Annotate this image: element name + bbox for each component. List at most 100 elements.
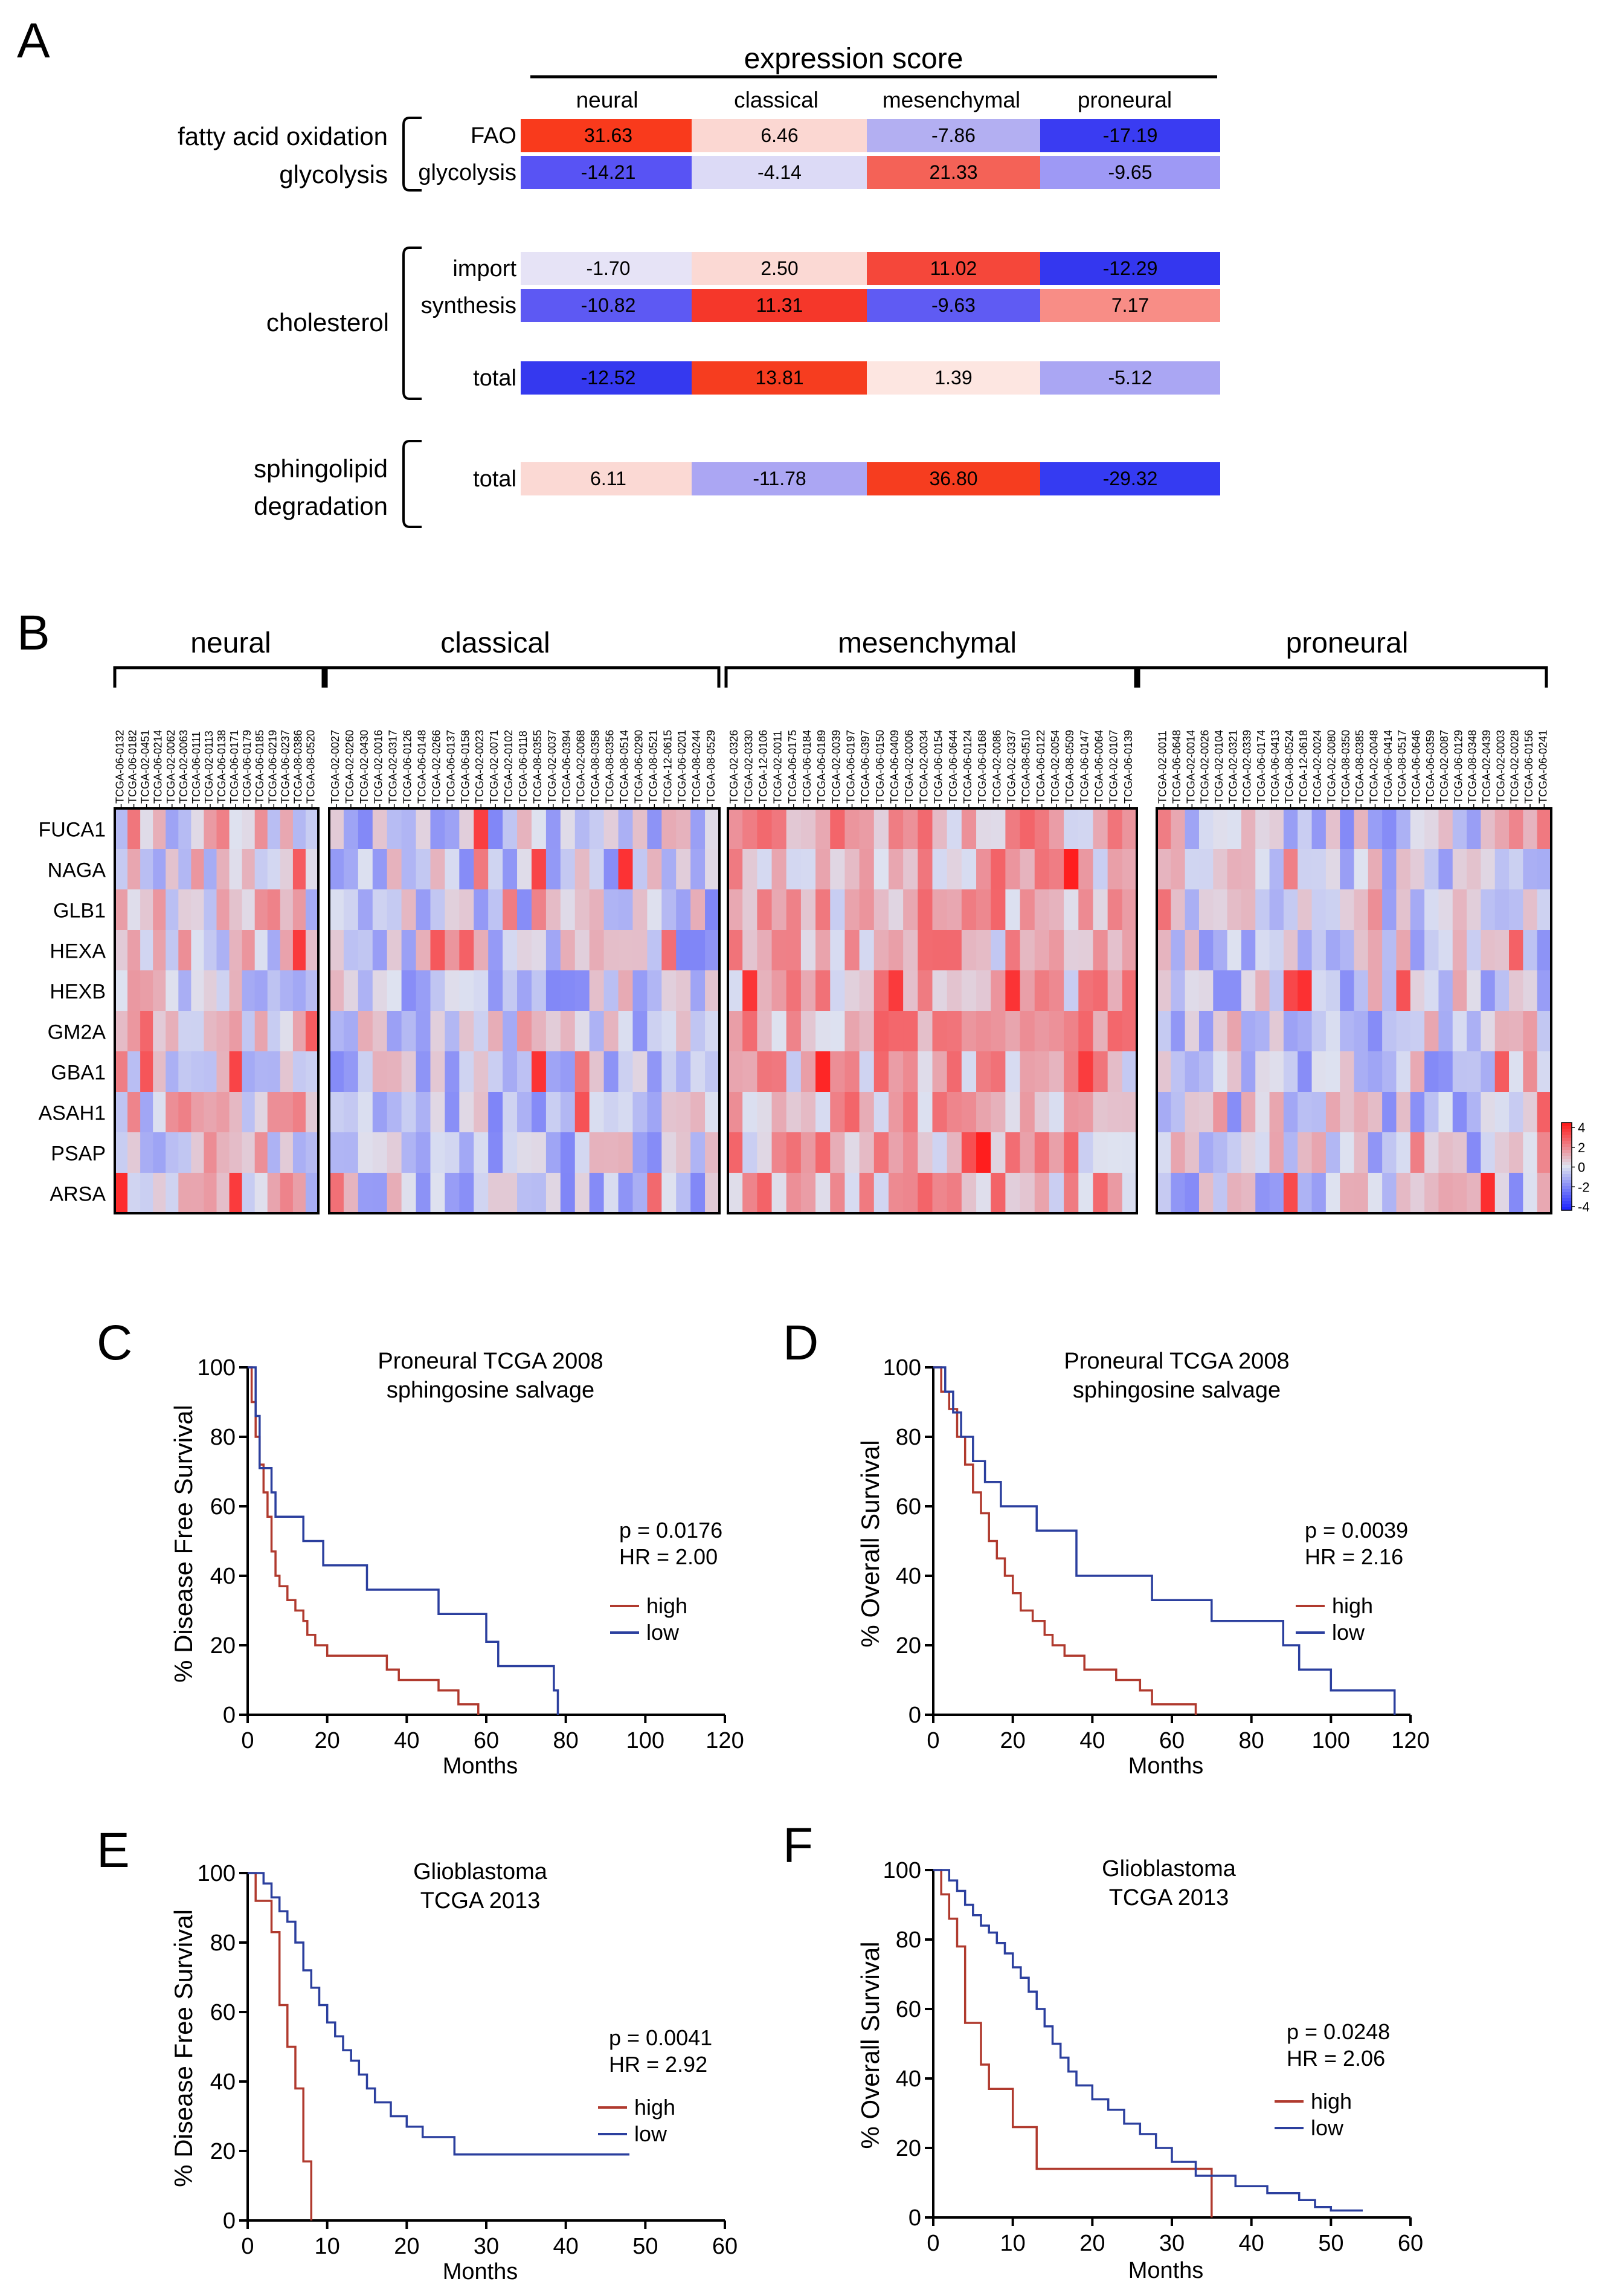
heatmap-cell [459, 1132, 474, 1173]
heatmap-cell [1107, 1011, 1123, 1052]
gene-label-GBA1: GBA1 [51, 1062, 106, 1085]
group-title-mesenchymal: mesenchymal [838, 627, 1017, 659]
colorbar-tick-label: 0 [1578, 1160, 1585, 1175]
heatmap-cell [488, 1051, 503, 1092]
heatmap-cell [474, 849, 489, 890]
sample-label: TCGA-02-0104 [1213, 730, 1225, 804]
heatmap-cell [387, 1011, 402, 1052]
heatmap-cell [1396, 930, 1411, 971]
heatmap-cell [280, 930, 294, 971]
heatmap-cell [229, 930, 243, 971]
heatmap-cell [267, 1092, 281, 1133]
heatmap-cell [178, 1132, 191, 1173]
heatmap-cell [430, 1051, 446, 1092]
x-tick-label: 30 [1159, 2231, 1185, 2256]
heatmap-cell [358, 889, 373, 930]
heatmap-cell [1227, 1132, 1242, 1173]
heatmap-cell [1452, 808, 1467, 850]
heatmap-cell [742, 1092, 757, 1133]
heatmap-cell [742, 970, 757, 1011]
heatmap-cell [488, 1132, 503, 1173]
stat-text: HR = 2.92 [609, 2052, 707, 2077]
heatmap-cell [859, 849, 875, 890]
sample-label: TCGA-02-0026 [1199, 730, 1211, 804]
heatmap-cell [474, 1092, 489, 1133]
legend-label-high: high [646, 1593, 687, 1618]
stat-text: p = 0.0039 [1305, 1518, 1408, 1543]
heatmap-cell [545, 1092, 561, 1133]
heatmap-cell [603, 1173, 619, 1214]
heatmap-cell [1185, 889, 1200, 930]
colorbar-tick-label: 2 [1578, 1140, 1585, 1155]
heatmap-cell [1354, 1011, 1369, 1052]
heatmap-cell [153, 849, 166, 890]
heatmap-cell [661, 1011, 677, 1052]
heatmap-cell [488, 849, 503, 890]
heatmap-cell [786, 1092, 802, 1133]
heatmap-cell [430, 849, 446, 890]
heatmap-cell [1438, 1092, 1453, 1133]
heatmap-cell [1311, 1173, 1327, 1214]
heatmap-cell [859, 1132, 875, 1173]
colorbar-step [1561, 1192, 1572, 1196]
heatmap-cell [647, 1051, 662, 1092]
heatmap-cell [800, 1173, 816, 1214]
sample-label: TCGA-08-0510 [1020, 730, 1032, 804]
heatmap-cell [1171, 1011, 1186, 1052]
heatmap-cell [387, 970, 402, 1011]
sample-label: TCGA-02-0062 [165, 730, 177, 804]
heatmap-cell [503, 1132, 518, 1173]
heatmap-cell [329, 1132, 344, 1173]
heatmap-cell [844, 1173, 860, 1214]
score-value: 13.81 [755, 367, 803, 389]
heatmap-cell [1064, 1051, 1079, 1092]
heatmap-cell [1185, 970, 1200, 1011]
heatmap-cell [1020, 930, 1035, 971]
stat-text: p = 0.0176 [619, 1518, 722, 1543]
gene-label-HEXA: HEXA [50, 940, 106, 963]
heatmap-cell [445, 1092, 460, 1133]
heatmap-cell [517, 849, 532, 890]
heatmap-cell [305, 1092, 319, 1133]
heatmap-cell [445, 1051, 460, 1092]
heatmap-cell [1269, 889, 1284, 930]
heatmap-cell [1049, 970, 1064, 1011]
sample-label: TCGA-08-0517 [1396, 730, 1408, 804]
heatmap-cell [1049, 1132, 1064, 1173]
heatmap-cell [690, 1051, 706, 1092]
heatmap-cell [757, 849, 773, 890]
heatmap-cell [229, 970, 243, 1011]
heatmap-cell [918, 1011, 933, 1052]
sample-label: TCGA-02-0039 [830, 730, 842, 804]
heatmap-cell [728, 889, 743, 930]
heatmap-cell [372, 1011, 388, 1052]
heatmap-cell [329, 889, 344, 930]
column-header-proneural: proneural [1078, 88, 1172, 112]
heatmap-cell [229, 1092, 243, 1133]
heatmap-cell [178, 930, 191, 971]
x-tick-label: 0 [927, 2231, 939, 2256]
heatmap-cell [1325, 1173, 1340, 1214]
heatmap-cell [1227, 808, 1242, 850]
score-value: -29.32 [1103, 468, 1158, 489]
sample-label: TCGA-02-0086 [991, 730, 1003, 804]
heatmap-cell [503, 1173, 518, 1214]
heatmap-cell [690, 1092, 706, 1133]
heatmap-cell [800, 889, 816, 930]
heatmap-cell [1410, 849, 1425, 890]
heatmap-cell [1107, 808, 1123, 850]
sample-label: TCGA-06-0648 [1171, 730, 1183, 804]
heatmap-cell [903, 889, 918, 930]
heatmap-cell [918, 889, 933, 930]
heatmap-cell [1157, 1173, 1171, 1214]
heatmap-cell [1467, 930, 1481, 971]
sample-label: TCGA-08-0386 [292, 730, 304, 804]
heatmap-cell [488, 1092, 503, 1133]
heatmap-cell [932, 849, 948, 890]
heatmap-cell [932, 1173, 948, 1214]
heatmap-cell [1537, 1051, 1552, 1092]
heatmap-cell [1494, 1173, 1510, 1214]
sample-label: TCGA-02-0037 [546, 730, 558, 804]
score-value: 7.17 [1111, 294, 1149, 316]
heatmap-cell [1298, 1173, 1313, 1214]
